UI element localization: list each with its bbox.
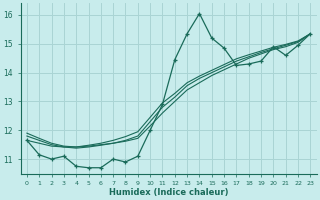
X-axis label: Humidex (Indice chaleur): Humidex (Indice chaleur) [109, 188, 228, 197]
